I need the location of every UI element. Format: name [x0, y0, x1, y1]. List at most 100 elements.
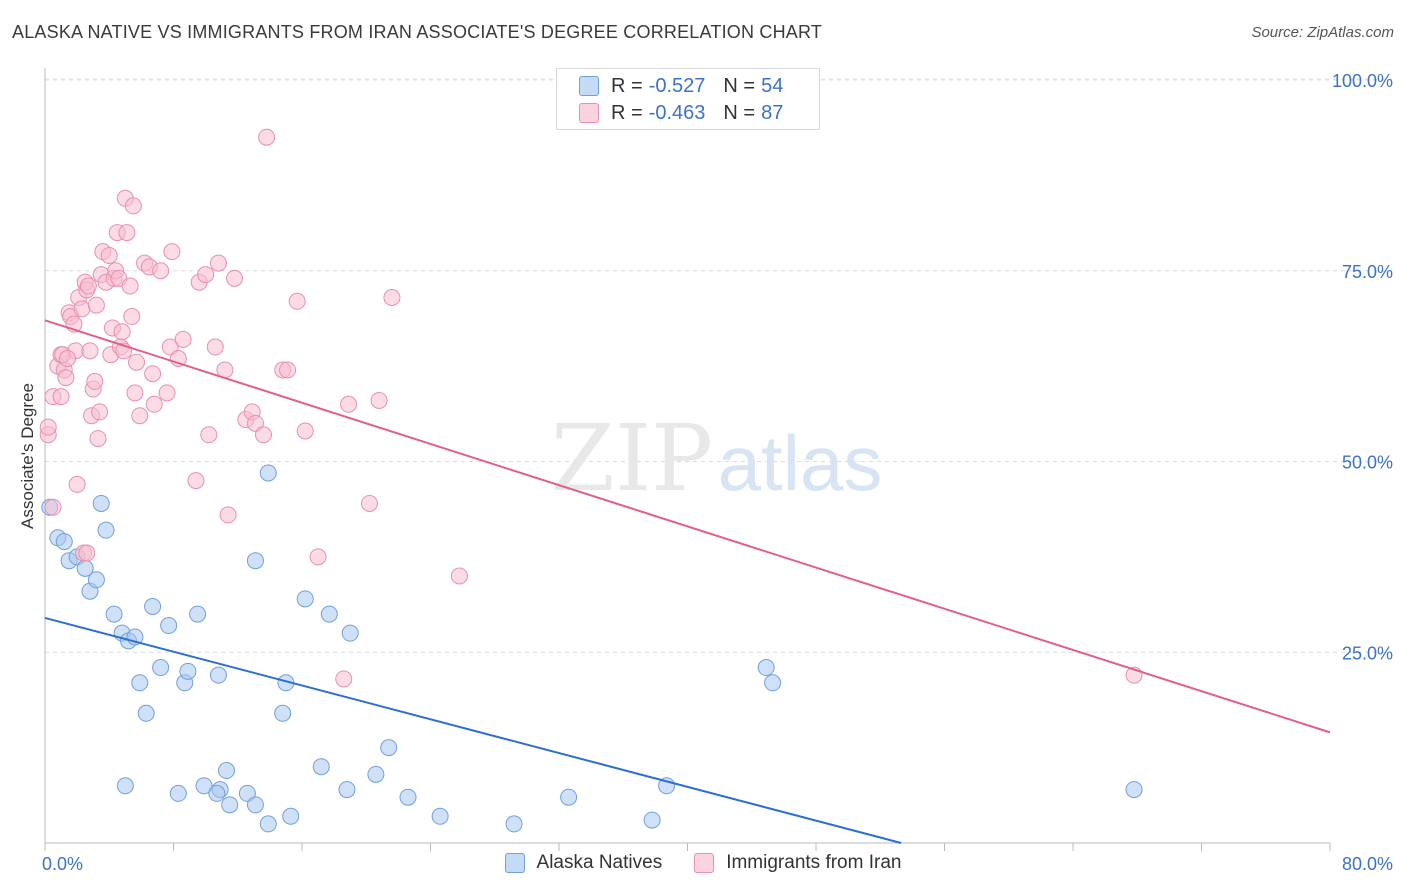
- series-immigrants-from-iran: [39, 128, 1143, 688]
- axes: [44, 68, 1331, 851]
- data-point: [399, 788, 417, 806]
- data-point: [259, 815, 277, 833]
- data-point: [187, 472, 205, 490]
- data-point: [370, 391, 388, 409]
- data-point: [100, 246, 118, 264]
- data-point: [200, 426, 218, 444]
- legend-n-value: 54: [761, 74, 784, 97]
- data-point: [152, 262, 170, 280]
- data-point: [174, 330, 192, 348]
- data-point: [274, 704, 292, 722]
- data-point: [218, 762, 236, 780]
- data-point: [246, 796, 264, 814]
- legend-swatch-blue: [504, 853, 525, 873]
- data-point: [367, 765, 385, 783]
- data-point: [86, 372, 104, 390]
- legend-swatch-pink: [694, 853, 715, 873]
- data-point: [450, 567, 468, 585]
- legend-item-alaska-natives: Alaska Natives: [504, 852, 663, 874]
- data-point: [131, 407, 149, 425]
- data-point: [279, 361, 297, 379]
- data-point: [55, 533, 73, 551]
- data-point: [338, 781, 356, 799]
- data-point: [58, 349, 76, 367]
- data-point: [340, 395, 358, 413]
- data-point: [73, 300, 91, 318]
- data-point: [757, 659, 775, 677]
- data-point: [431, 807, 449, 825]
- series-legend: Alaska Natives Immigrants from Iran: [0, 852, 1406, 874]
- data-point: [160, 617, 178, 635]
- data-point: [79, 277, 97, 295]
- legend-swatch-blue: [579, 76, 599, 96]
- data-point: [39, 418, 57, 436]
- watermark: ZIP atlas: [551, 405, 882, 512]
- legend-r-value: -0.463: [648, 101, 706, 124]
- data-point: [208, 784, 226, 802]
- data-point: [383, 288, 401, 306]
- data-point: [197, 266, 215, 284]
- chart-title: ALASKA NATIVE VS IMMIGRANTS FROM IRAN AS…: [12, 22, 823, 42]
- data-point: [320, 605, 338, 623]
- data-point: [296, 590, 314, 608]
- data-point: [1125, 781, 1143, 799]
- source-label: Source: ZipAtlas.com: [1251, 24, 1394, 41]
- data-point: [246, 552, 264, 570]
- data-point: [87, 296, 105, 314]
- data-point: [116, 777, 134, 795]
- data-point: [189, 605, 207, 623]
- data-point: [259, 464, 277, 482]
- x-tick-label: 80.0%: [1342, 854, 1393, 874]
- trend-line: [44, 319, 1331, 734]
- legend-r-label: R =: [611, 74, 643, 97]
- data-point: [209, 666, 227, 684]
- data-point: [126, 384, 144, 402]
- data-point: [195, 777, 213, 795]
- data-point: [131, 674, 149, 692]
- data-point: [209, 254, 227, 272]
- legend-row-iran: R = -0.463 N = 87: [579, 100, 783, 126]
- grid-lines: [45, 78, 1392, 653]
- legend-item-immigrants-from-iran: Immigrants from Iran: [694, 852, 901, 874]
- legend-r-label: R =: [611, 101, 643, 124]
- watermark-zip: ZIP: [551, 405, 713, 512]
- data-point: [309, 548, 327, 566]
- data-point: [145, 395, 163, 413]
- data-point: [341, 624, 359, 642]
- data-point: [97, 521, 115, 539]
- data-point: [57, 369, 75, 387]
- data-point: [560, 788, 578, 806]
- data-point: [91, 403, 109, 421]
- data-point: [163, 243, 181, 261]
- data-point: [296, 422, 314, 440]
- y-tick-label: 50.0%: [1342, 453, 1393, 473]
- series-alaska-natives: [41, 464, 1143, 833]
- data-point: [113, 323, 131, 341]
- legend-label: Alaska Natives: [536, 852, 663, 873]
- data-point: [258, 128, 276, 146]
- tick-labels: 25.0% 50.0% 75.0% 100.0% 0.0% 80.0%: [42, 71, 1393, 874]
- data-point: [44, 498, 62, 516]
- data-point: [335, 670, 353, 688]
- data-point: [123, 308, 141, 326]
- data-point: [144, 365, 162, 383]
- data-point: [282, 807, 300, 825]
- data-point: [78, 544, 96, 562]
- data-point: [169, 784, 187, 802]
- data-point: [312, 758, 330, 776]
- watermark-atlas: atlas: [718, 419, 883, 507]
- data-point: [288, 292, 306, 310]
- trend-lines: [44, 319, 1331, 844]
- y-tick-label: 75.0%: [1342, 262, 1393, 282]
- legend-row-alaska: R = -0.527 N = 54: [579, 73, 783, 99]
- data-point: [643, 811, 661, 829]
- legend-n-label: N =: [723, 101, 756, 124]
- data-point: [152, 659, 170, 677]
- data-point: [52, 388, 70, 406]
- data-point: [505, 815, 523, 833]
- legend-n-label: N =: [723, 74, 756, 97]
- legend-label: Immigrants from Iran: [726, 852, 902, 873]
- data-point: [179, 662, 197, 680]
- legend-swatch-pink: [579, 103, 599, 123]
